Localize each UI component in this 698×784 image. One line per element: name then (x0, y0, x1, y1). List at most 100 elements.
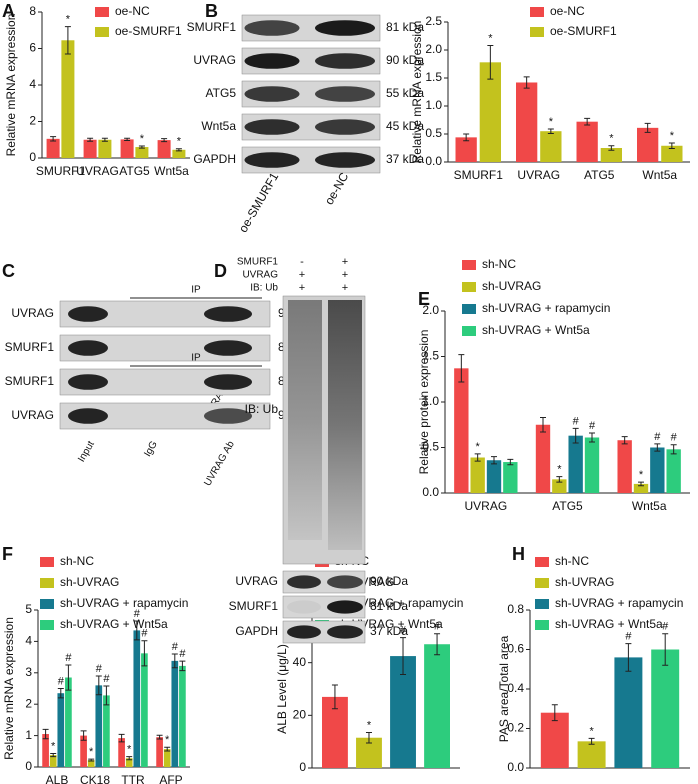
error-bar (365, 731, 372, 744)
error-bar (507, 458, 514, 466)
legend-swatch (40, 620, 54, 630)
y-tick-label: 0 (25, 759, 32, 773)
protein-label: ATG5 (206, 86, 237, 100)
bar (552, 479, 567, 493)
y-tick-label: 0 (299, 760, 306, 774)
blot-band (68, 408, 108, 424)
ip-label: IP (191, 285, 201, 296)
x-tick-label: ATG5 (584, 168, 615, 182)
size-label: 81 kDa (386, 20, 424, 34)
legend-label: oe-SMURF1 (550, 24, 617, 38)
protein-label: GAPDH (235, 624, 278, 638)
error-bar (621, 436, 628, 445)
x-tick-label: Wnt5a (642, 168, 677, 182)
protein-label: UVRAG (235, 574, 278, 588)
error-bar (638, 481, 644, 487)
bar (179, 665, 186, 767)
bar (503, 462, 518, 493)
error-bar (491, 456, 497, 465)
condition-sign: + (342, 282, 348, 294)
legend-label: sh-UVRAG + rapamycin (482, 301, 610, 315)
panel-letter: B (205, 1, 218, 21)
legend-label: oe-SMURF1 (115, 24, 182, 38)
x-tick-label: Wnt5a (154, 164, 189, 178)
size-label: 90 kDa (386, 53, 424, 67)
significance-mark: * (140, 133, 145, 145)
error-bar (331, 684, 338, 710)
legend-swatch (535, 578, 549, 588)
y-tick-label: 20 (293, 708, 307, 722)
bar (614, 657, 643, 768)
y-tick-label: 40 (293, 655, 307, 669)
bar (80, 735, 87, 767)
x-tick-label: Wnt5a (632, 499, 667, 513)
panel-letter: F (2, 544, 13, 564)
blot-band (287, 575, 321, 589)
bar (617, 440, 632, 493)
x-tick-label: UVRAG (464, 499, 507, 513)
significance-mark: # (65, 652, 72, 664)
y-axis-label: PAS area/Total area (497, 635, 511, 742)
protein-label: UVRAG (11, 306, 54, 320)
legend-label: oe-NC (550, 4, 585, 18)
error-bar (654, 443, 661, 452)
protein-label: UVRAG (193, 53, 236, 67)
y-tick-label: 0.2 (507, 721, 524, 735)
y-tick-label: 2.0 (422, 303, 439, 317)
error-bar (88, 758, 95, 762)
y-tick-label: 0.6 (507, 642, 524, 656)
legend-label: sh-NC (60, 554, 94, 568)
blot-band (244, 53, 300, 69)
bar (424, 644, 450, 768)
legend-swatch (530, 7, 544, 17)
bar (516, 82, 538, 162)
ub-smear (288, 300, 322, 540)
condition-label: UVRAG (242, 270, 278, 281)
legend-swatch (40, 557, 54, 567)
legend-label: sh-UVRAG (555, 575, 614, 589)
y-tick-label: 1.0 (422, 394, 439, 408)
bar (171, 660, 179, 767)
bar (576, 121, 598, 162)
x-tick-label: AFP (159, 773, 182, 784)
significance-mark: # (654, 431, 661, 443)
error-bar (118, 733, 125, 743)
error-bar (57, 688, 64, 699)
bar (42, 734, 49, 767)
x-tick-label: ATG5 (119, 164, 150, 178)
blot-band (315, 86, 375, 102)
bar (568, 435, 583, 493)
condition-sign: + (342, 256, 348, 268)
blot-band (315, 152, 375, 168)
blot-band (327, 625, 363, 639)
size-label: 45 kDa (386, 119, 424, 133)
significance-mark: # (96, 663, 103, 675)
legend-swatch (462, 282, 476, 292)
bar (103, 695, 110, 767)
bar (540, 131, 562, 162)
bar (577, 741, 606, 768)
significance-mark: * (639, 469, 644, 481)
error-bar (95, 675, 102, 696)
error-bar (625, 643, 632, 672)
error-bar (540, 416, 546, 433)
size-label: 37 kDa (370, 624, 408, 638)
y-tick-label: 2 (25, 696, 32, 710)
panel-letter: C (2, 261, 15, 281)
significance-mark: * (89, 746, 94, 758)
error-bar (80, 730, 87, 741)
y-tick-label: 0.5 (425, 126, 442, 140)
significance-mark: * (476, 441, 481, 453)
error-bar (644, 122, 651, 133)
bar (600, 148, 622, 162)
error-bar (556, 476, 563, 483)
y-tick-label: 0.8 (507, 602, 524, 616)
condition-label: SMURF1 (237, 257, 279, 268)
significance-mark: * (66, 14, 71, 26)
protein-label: GAPDH (193, 152, 236, 166)
legend-label: oe-NC (115, 4, 150, 18)
bar (83, 139, 97, 158)
protein-label: Wnt5a (201, 119, 236, 133)
error-bar (50, 136, 57, 142)
error-bar (133, 620, 140, 641)
